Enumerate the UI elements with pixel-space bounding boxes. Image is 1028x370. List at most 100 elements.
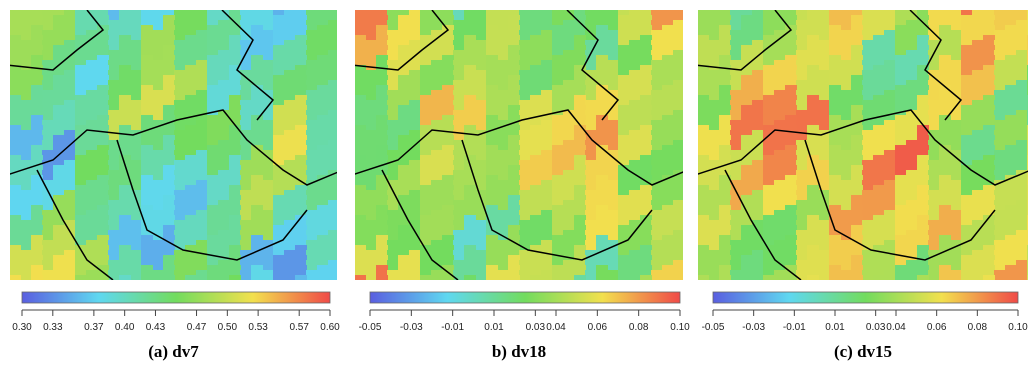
map-cell: [376, 35, 388, 46]
map-cell: [31, 275, 43, 280]
map-cell: [708, 90, 720, 101]
map-cell: [906, 210, 918, 221]
map-cell: [262, 210, 274, 221]
map-cell: [141, 15, 153, 26]
map-cell: [994, 200, 1006, 211]
map-cell: [398, 215, 410, 226]
map-cell: [552, 175, 564, 186]
tick-label: 0.04: [546, 322, 566, 333]
map-cell: [10, 155, 21, 166]
map-cell: [972, 280, 984, 291]
map-cell: [541, 100, 553, 111]
map-cell: [174, 110, 186, 121]
map-cell: [141, 215, 153, 226]
map-cell: [950, 170, 962, 181]
map-cell: [917, 25, 929, 36]
map-cell: [295, 195, 307, 206]
map-cell: [10, 10, 21, 16]
map-cell: [317, 245, 329, 256]
map-cell: [939, 45, 951, 56]
map-cell: [884, 40, 896, 51]
map-cell: [730, 230, 742, 241]
map-cell: [508, 75, 520, 86]
map-cell: [207, 245, 219, 256]
map-cell: [862, 250, 874, 261]
map-cell: [983, 195, 995, 206]
map-cell: [486, 85, 498, 96]
map-cell: [119, 25, 131, 36]
map-cell: [840, 150, 852, 161]
map-cell: [86, 260, 98, 271]
map-cell: [229, 125, 241, 136]
map-cell: [719, 205, 731, 216]
map-cell: [741, 245, 753, 256]
map-cell: [453, 120, 465, 131]
map-cell: [339, 125, 351, 136]
map-cell: [53, 175, 65, 186]
caption: b) dv18: [492, 342, 546, 361]
map-cell: [928, 210, 940, 221]
map-cell: [928, 110, 940, 121]
map-cell: [950, 140, 962, 151]
map-cell: [640, 25, 652, 36]
map-cell: [365, 120, 377, 131]
map-cell: [895, 155, 907, 166]
map-cell: [752, 210, 764, 221]
map-cell: [851, 55, 863, 66]
map-cell: [585, 120, 597, 131]
map-cell: [895, 65, 907, 76]
map-cell: [662, 95, 674, 106]
map-cell: [185, 85, 197, 96]
map-cell: [409, 150, 421, 161]
map-cell: [950, 250, 962, 261]
map-cell: [708, 280, 720, 291]
map-cell: [851, 10, 863, 16]
map-cell: [906, 80, 918, 91]
map-cell: [607, 210, 619, 221]
map-cell: [662, 235, 674, 246]
map-cell: [763, 35, 775, 46]
map-cell: [698, 105, 709, 116]
map-cell: [328, 10, 337, 21]
map-cell: [355, 45, 366, 56]
map-cell: [541, 280, 553, 291]
map-cell: [884, 240, 896, 251]
map-cell: [807, 255, 819, 266]
map-cell: [873, 245, 885, 256]
map-cell: [552, 225, 564, 236]
map-cell: [218, 50, 230, 61]
map-cell: [42, 220, 54, 231]
map-cell: [684, 15, 696, 26]
map-cell: [31, 245, 43, 256]
map-cell: [20, 250, 32, 261]
map-cell: [851, 225, 863, 236]
map-cell: [961, 185, 973, 196]
map-cell: [420, 125, 432, 136]
map-cell: [10, 205, 21, 216]
map-cell: [719, 10, 731, 16]
map-cell: [596, 135, 608, 146]
map-cell: [508, 205, 520, 216]
map-cell: [273, 255, 285, 266]
map-cell: [53, 45, 65, 56]
map-cell: [607, 110, 619, 121]
map-cell: [185, 135, 197, 146]
map-cell: [20, 190, 32, 201]
map-cell: [229, 45, 241, 56]
map-cell: [796, 260, 808, 271]
map-cell: [475, 10, 487, 21]
map-cell: [629, 140, 641, 151]
map-cell: [774, 170, 786, 181]
map-cell: [398, 245, 410, 256]
map-cell: [763, 205, 775, 216]
map-cell: [719, 55, 731, 66]
map-cell: [240, 30, 252, 41]
map-cell: [475, 140, 487, 151]
map-cell: [939, 215, 951, 226]
map-cell: [42, 180, 54, 191]
map-cell: [698, 65, 709, 76]
map-cell: [730, 170, 742, 181]
map-cell: [961, 225, 973, 236]
map-cell: [928, 260, 940, 271]
map-cell: [574, 195, 586, 206]
